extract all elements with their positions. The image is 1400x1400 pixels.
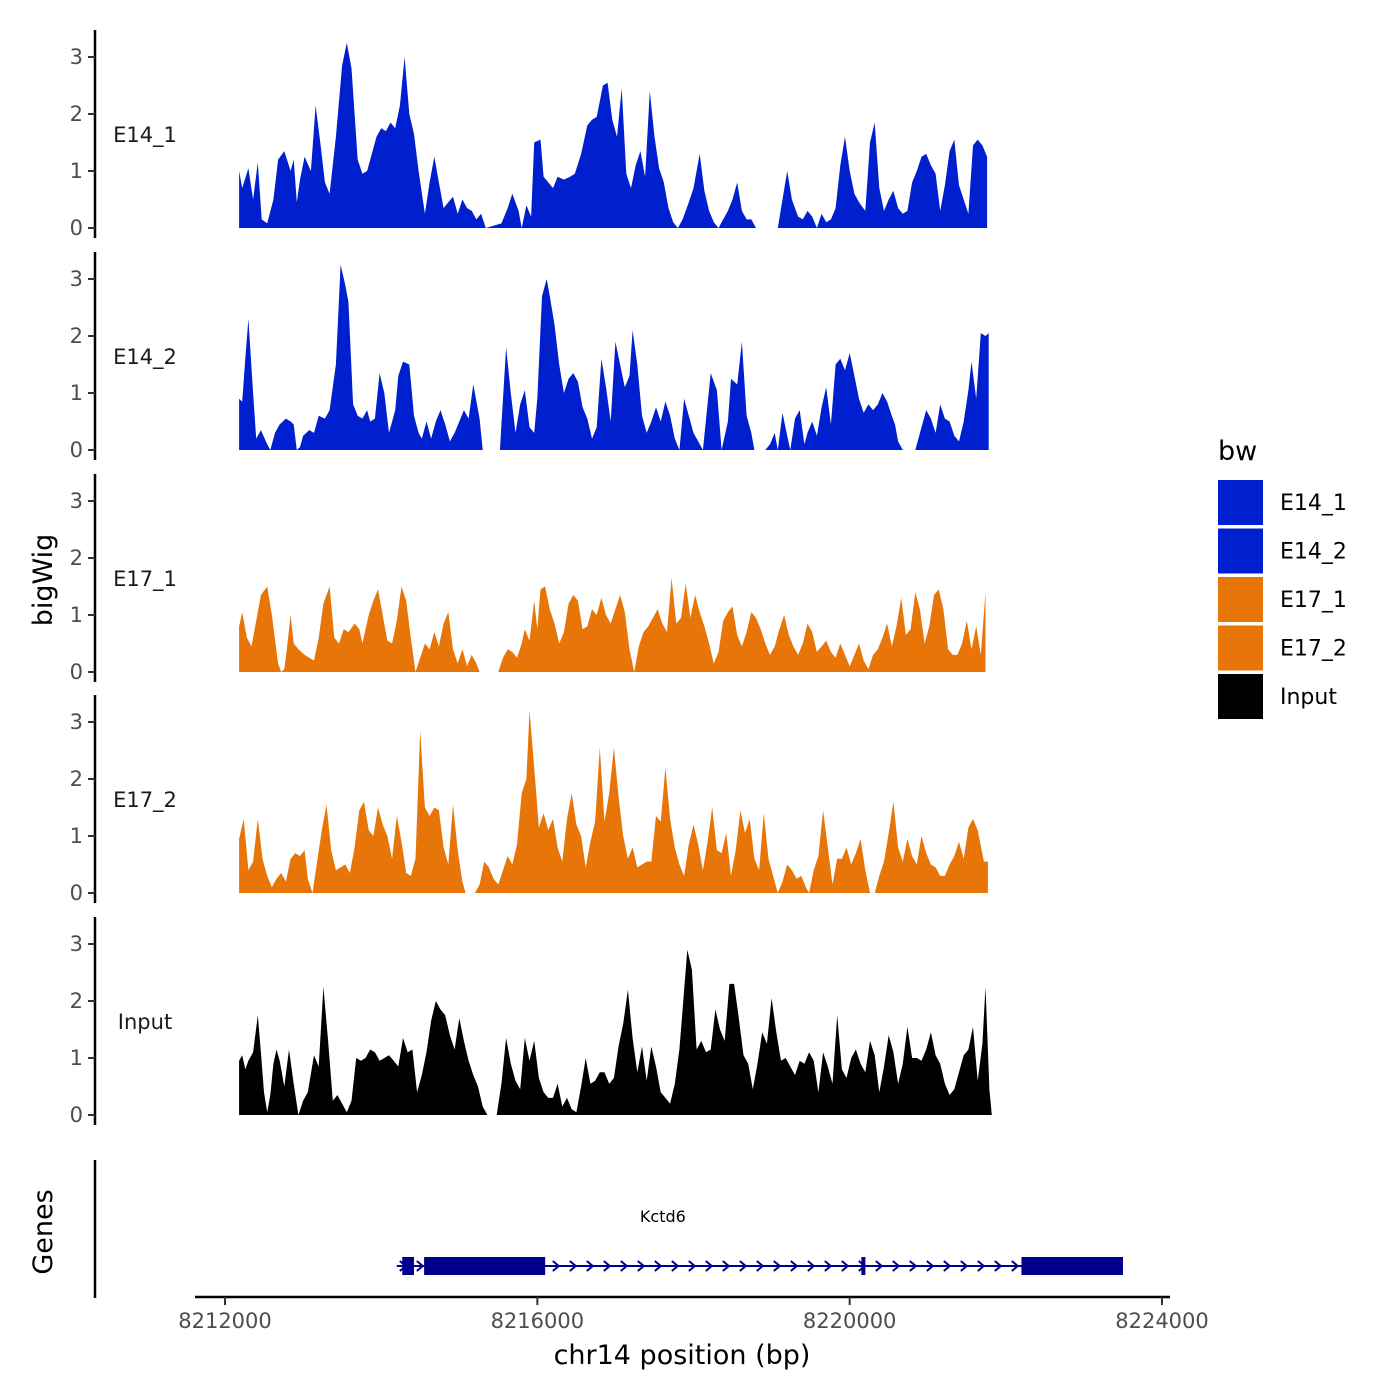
strand-arrow xyxy=(926,1260,935,1272)
y-tick-label: 1 xyxy=(70,824,83,848)
y-tick-label: 1 xyxy=(70,381,83,405)
legend-label: Input xyxy=(1280,685,1337,710)
strand-arrow xyxy=(943,1260,952,1272)
track-Input: 0 1 2 3 Input xyxy=(70,917,992,1127)
gene-exon xyxy=(424,1257,546,1275)
strand-arrow xyxy=(705,1260,714,1272)
legend-label: E14_1 xyxy=(1280,491,1347,516)
strand-arrow xyxy=(807,1260,816,1272)
track-label: E14_2 xyxy=(113,345,177,370)
coverage-tracks: 0 1 2 3 E14_1 0 1 2 3 E14_2 0 1 2 3 E17_1 0 1 2 3 E17_2 0 1 2 3… xyxy=(70,30,992,1127)
strand-arrow xyxy=(756,1260,765,1272)
strand-arrow xyxy=(841,1260,850,1272)
y-tick-label: 2 xyxy=(70,102,83,126)
strand-arrow xyxy=(688,1260,697,1272)
gene-exon xyxy=(1021,1257,1123,1275)
legend-item-Input: Input xyxy=(1218,674,1337,719)
gene-exon xyxy=(861,1257,866,1275)
y-tick-label: 2 xyxy=(70,989,83,1013)
coverage-area-E14_2 xyxy=(239,264,989,450)
legend-label: E17_2 xyxy=(1280,637,1347,662)
gene-exon xyxy=(402,1257,414,1275)
x-tick-label: 8216000 xyxy=(491,1309,585,1333)
strand-arrow xyxy=(824,1260,833,1272)
y-tick-label: 2 xyxy=(70,324,83,348)
coverage-area-E17_1 xyxy=(239,578,986,672)
legend-item-E17_1: E17_1 xyxy=(1218,577,1347,622)
y-tick-label: 1 xyxy=(70,1046,83,1070)
coverage-area-E17_2 xyxy=(239,710,988,893)
strand-arrow xyxy=(739,1260,748,1272)
gene-track: Kctd6 xyxy=(93,1160,1123,1298)
y-tick-label: 0 xyxy=(70,660,83,684)
legend-item-E14_2: E14_2 xyxy=(1218,528,1347,574)
track-label: Input xyxy=(118,1010,172,1034)
legend-item-E14_1: E14_1 xyxy=(1218,480,1347,525)
legend-swatch xyxy=(1218,528,1263,574)
strand-arrow xyxy=(875,1260,884,1272)
strand-arrow xyxy=(790,1260,799,1272)
strand-arrow xyxy=(637,1260,646,1272)
coverage-area-Input xyxy=(239,949,992,1115)
legend-label: E17_1 xyxy=(1280,588,1347,613)
legend-swatch xyxy=(1218,480,1263,525)
y-tick-label: 3 xyxy=(70,710,83,734)
y-tick-label: 2 xyxy=(70,546,83,570)
x-tick-label: 8212000 xyxy=(178,1309,272,1333)
track-E17_2: 0 1 2 3 E17_2 xyxy=(70,695,988,905)
strand-arrow xyxy=(671,1260,680,1272)
strand-arrow xyxy=(909,1260,918,1272)
strand-arrow xyxy=(552,1260,561,1272)
strand-arrow xyxy=(977,1260,986,1272)
y-tick-label: 0 xyxy=(70,216,83,240)
track-label: E17_1 xyxy=(113,567,177,592)
strand-arrow xyxy=(416,1260,425,1272)
track-E14_2: 0 1 2 3 E14_2 xyxy=(70,252,989,462)
legend-item-E17_2: E17_2 xyxy=(1218,625,1347,671)
strand-arrow xyxy=(994,1260,1003,1272)
strand-arrow xyxy=(586,1260,595,1272)
y-tick-label: 0 xyxy=(70,438,83,462)
strand-arrow xyxy=(654,1260,663,1272)
track-label: E14_1 xyxy=(113,123,177,148)
gene-label: Kctd6 xyxy=(640,1207,686,1226)
x-tick-label: 8224000 xyxy=(1115,1309,1209,1333)
x-axis-title: chr14 position (bp) xyxy=(554,1340,811,1371)
strand-arrow xyxy=(773,1260,782,1272)
legend-swatch xyxy=(1218,674,1263,719)
strand-arrow xyxy=(569,1260,578,1272)
y-tick-label: 0 xyxy=(70,881,83,905)
y-tick-label: 3 xyxy=(70,932,83,956)
y-tick-label: 1 xyxy=(70,603,83,627)
track-E14_1: 0 1 2 3 E14_1 xyxy=(70,30,988,240)
y-tick-label: 3 xyxy=(70,489,83,513)
coverage-area-E14_1 xyxy=(239,42,988,228)
y-tick-label: 1 xyxy=(70,159,83,183)
strand-arrow xyxy=(620,1260,629,1272)
legend-swatch xyxy=(1218,577,1263,622)
legend-label: E14_2 xyxy=(1280,540,1347,565)
strand-arrow xyxy=(722,1260,731,1272)
legend-title: bw xyxy=(1218,436,1257,467)
y-tick-label: 2 xyxy=(70,767,83,791)
strand-arrow xyxy=(960,1260,969,1272)
x-axis: 8212000 8216000 8220000 8224000 xyxy=(178,1295,1209,1333)
genes-axis-title: Genes xyxy=(28,1189,59,1274)
track-E17_1: 0 1 2 3 E17_1 xyxy=(70,474,986,684)
y-tick-label: 3 xyxy=(70,45,83,69)
legend-swatch xyxy=(1218,625,1263,671)
x-tick-label: 8220000 xyxy=(803,1309,897,1333)
strand-arrow xyxy=(892,1260,901,1272)
strand-arrow xyxy=(603,1260,612,1272)
y-tick-label: 3 xyxy=(70,267,83,291)
y-axis-title: bigWig xyxy=(28,534,59,627)
track-label: E17_2 xyxy=(113,788,177,813)
y-tick-label: 0 xyxy=(70,1103,83,1127)
strand-arrow xyxy=(1011,1260,1020,1272)
legend: bw E14_1 E14_2 E17_1 E17_2 Input xyxy=(1218,436,1347,719)
